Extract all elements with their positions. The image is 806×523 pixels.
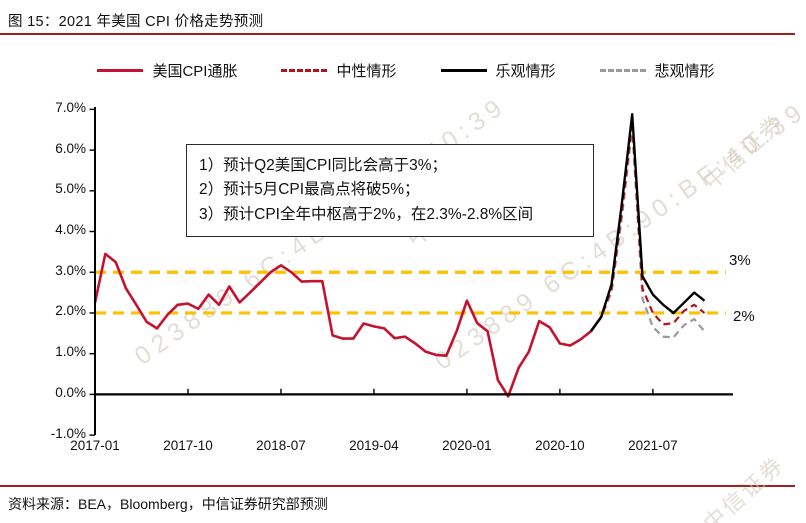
x-tick-label: 2019-04 xyxy=(349,438,399,453)
legend-swatch-solid-red-icon xyxy=(97,69,144,72)
source-note: 资料来源：BEA，Bloomberg，中信证券研究部预测 xyxy=(8,496,328,512)
legend-swatch-dashed-gray-icon xyxy=(599,69,646,72)
annotation-line-1: 1）预计Q2美国CPI同比会高于3%； xyxy=(199,157,448,174)
title-underline xyxy=(0,33,795,35)
legend-item-pessimistic[interactable]: 悲观情形 xyxy=(599,60,715,81)
legend-item-us-cpi[interactable]: 美国CPI通胀 xyxy=(97,60,237,81)
chart-legend: 美国CPI通胀 中性情形 乐观情形 悲观情形 xyxy=(88,60,724,81)
legend-label: 美国CPI通胀 xyxy=(152,63,238,80)
y-tick-label: 1.0% xyxy=(55,344,86,360)
x-tick-label: 2020-10 xyxy=(535,438,585,453)
y-tick-label: 4.0% xyxy=(55,222,86,238)
ref-line-label-3pct: 3% xyxy=(729,252,751,269)
y-tick-label: 0.0% xyxy=(55,384,86,400)
series-line-乐观情形 xyxy=(589,112,706,333)
x-tick-label: 2017-10 xyxy=(163,438,213,453)
y-tick-label: 2.0% xyxy=(55,303,86,319)
footer-separator xyxy=(0,485,795,487)
series-line-悲观情形 xyxy=(590,126,706,339)
legend-label: 悲观情形 xyxy=(654,63,715,80)
legend-label: 乐观情形 xyxy=(495,63,556,80)
series-line-美国CPI通胀 xyxy=(93,252,603,398)
figure-title: 图 15：2021 年美国 CPI 价格走势预测 xyxy=(8,14,264,30)
x-tick-label: 2020-01 xyxy=(442,438,492,453)
y-tick-label: 7.0% xyxy=(55,99,86,115)
annotation-box: 1）预计Q2美国CPI同比会高于3%； 2）预计5月CPI最高点将破5%； 3）… xyxy=(186,144,594,238)
y-tick-label: -1.0% xyxy=(50,425,86,441)
x-tick-label: 2018-07 xyxy=(256,438,306,453)
annotation-line-2: 2）预计5月CPI最高点将破5%； xyxy=(199,181,420,199)
annotation-line-3: 3）预计CPI全年中枢高于2%，在2.3%-2.8%区间 xyxy=(199,205,534,223)
legend-label: 中性情形 xyxy=(336,63,397,80)
ref-line-label-2pct: 2% xyxy=(733,308,755,325)
legend-item-neutral[interactable]: 中性情形 xyxy=(281,60,397,81)
x-tick-label: 2017-01 xyxy=(70,438,120,453)
series-line-中性情形 xyxy=(590,120,706,332)
y-tick-label: 3.0% xyxy=(55,262,86,278)
legend-swatch-dashed-darkred-icon xyxy=(281,69,328,72)
y-tick-label: 5.0% xyxy=(55,181,86,197)
x-tick-label: 2021-07 xyxy=(628,438,678,453)
legend-item-optimistic[interactable]: 乐观情形 xyxy=(440,60,556,81)
legend-swatch-solid-black-icon xyxy=(440,69,487,72)
y-tick-label: 6.0% xyxy=(55,140,86,156)
